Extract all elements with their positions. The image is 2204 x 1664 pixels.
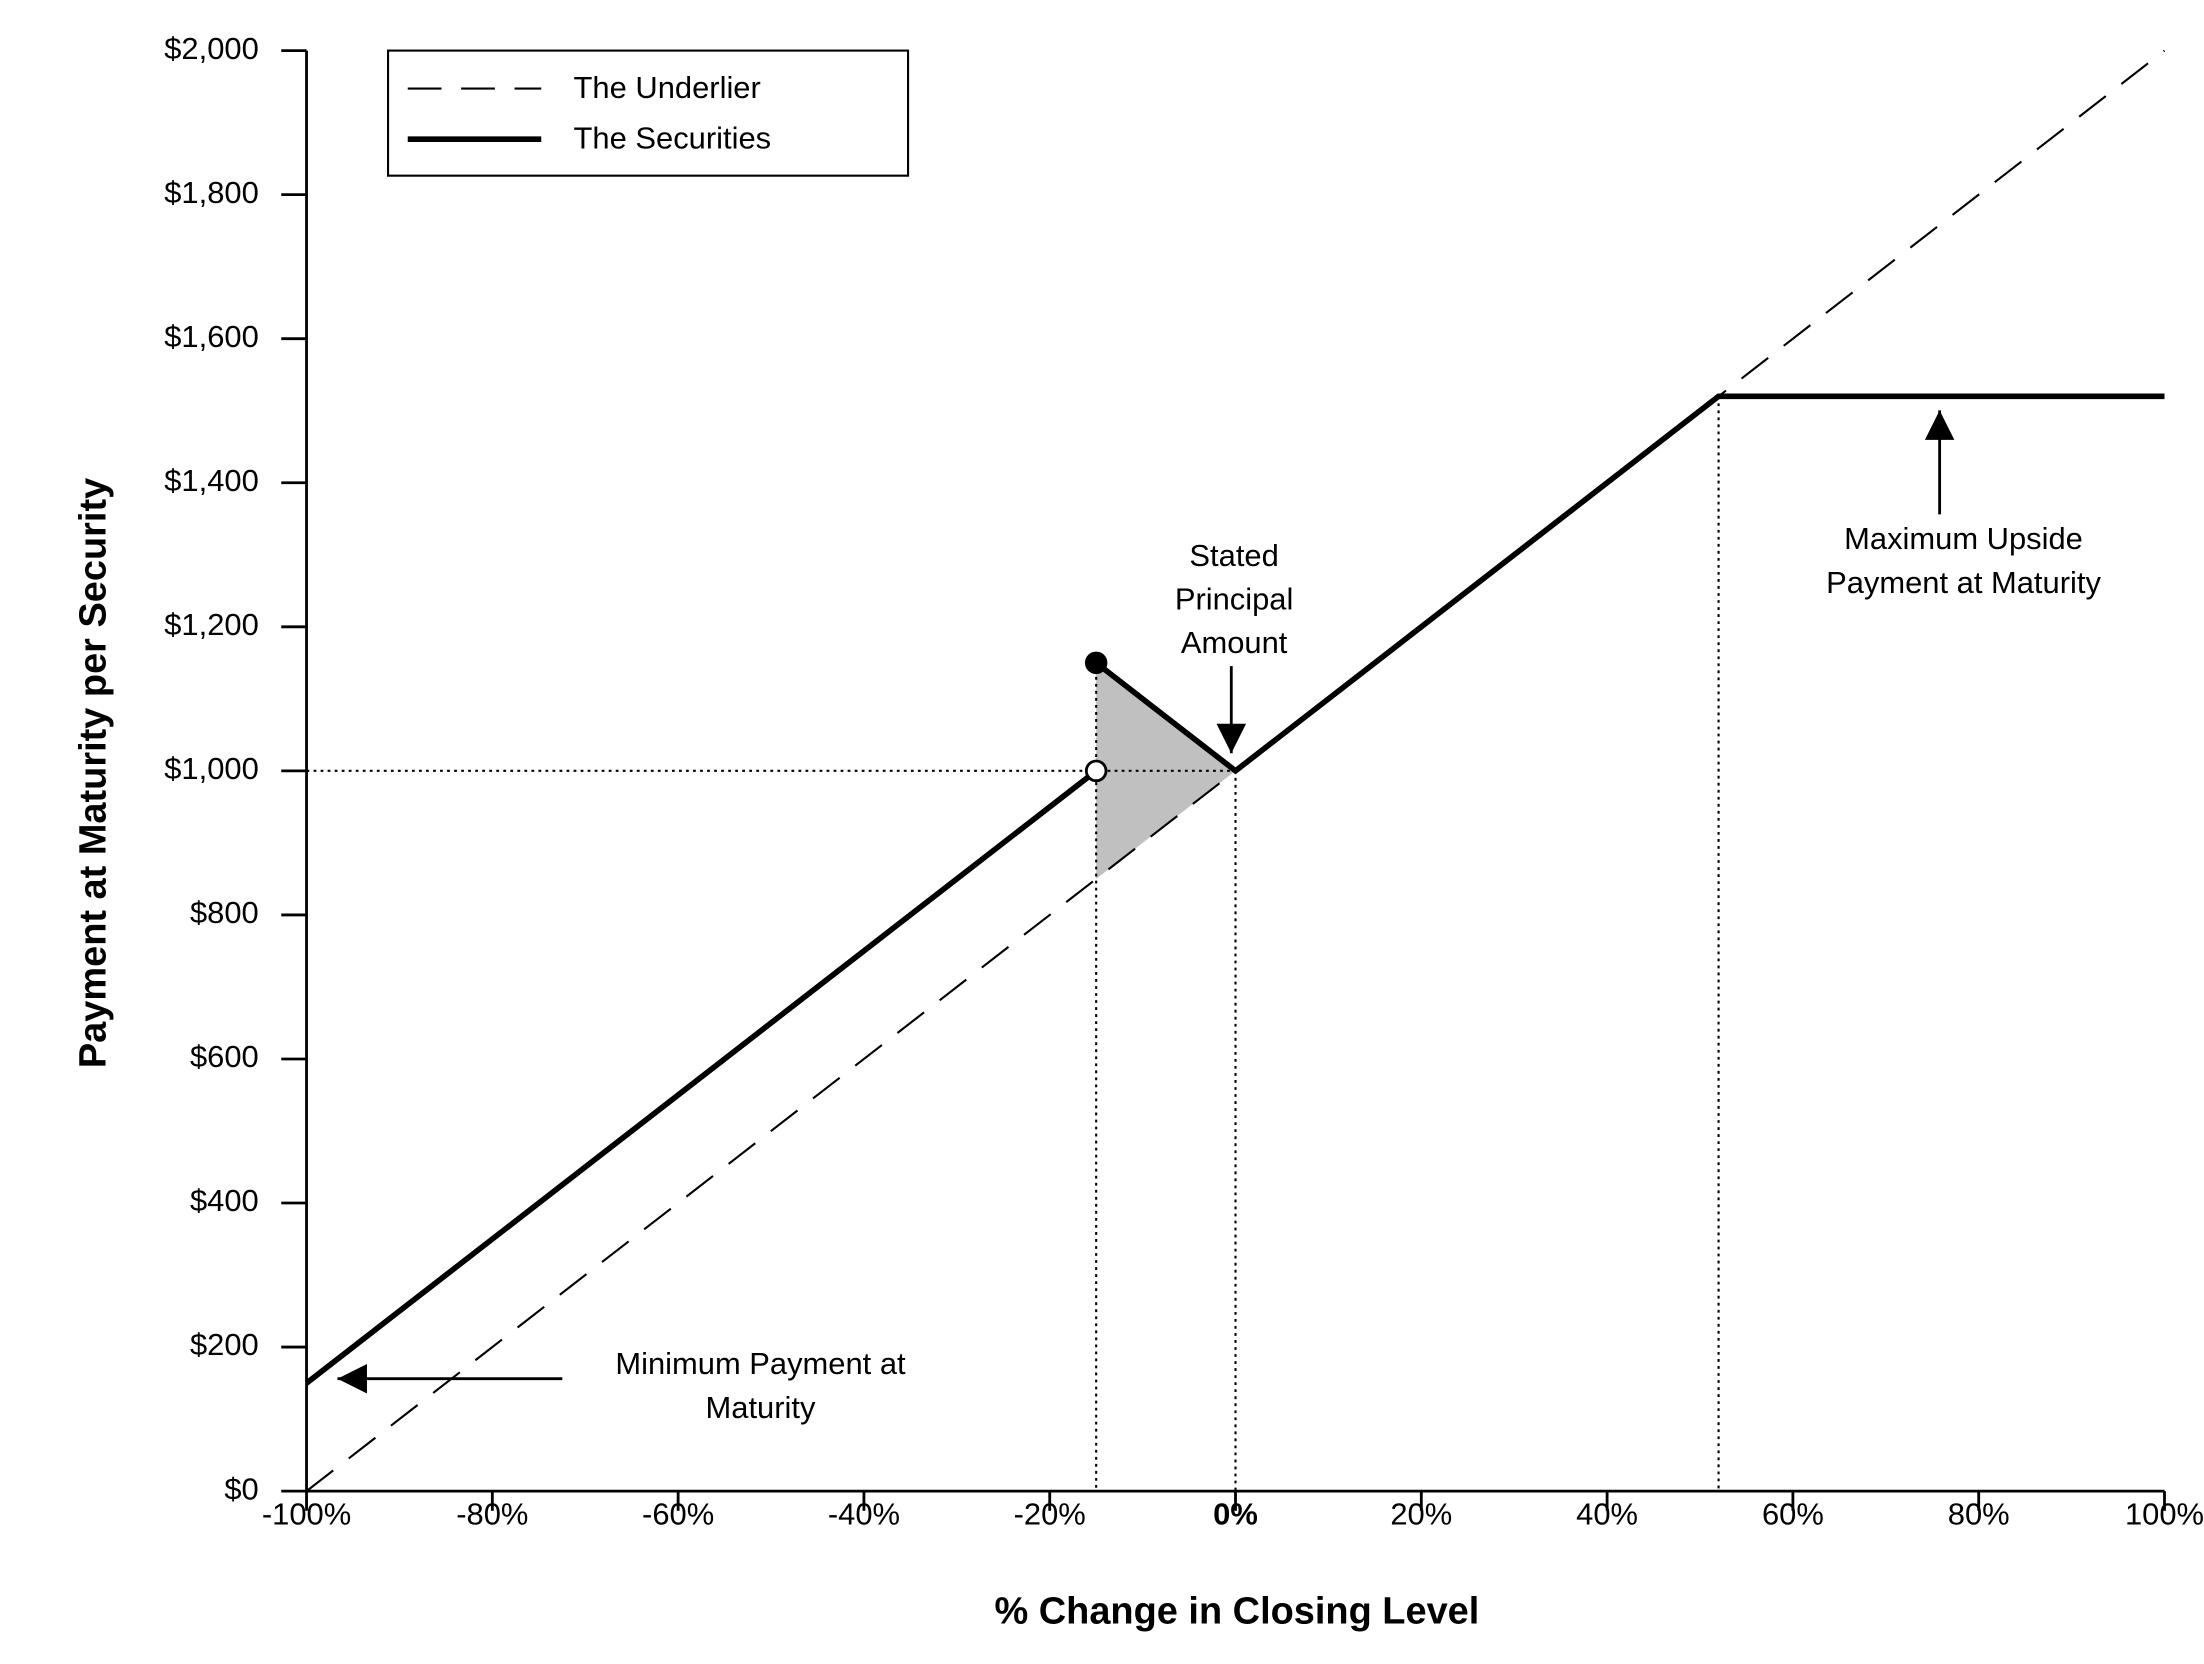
x-tick-label: -40% (828, 1497, 900, 1532)
y-tick-label: $0 (224, 1471, 258, 1506)
x-tick-label: -100% (262, 1497, 351, 1532)
y-tick-label: $1,200 (164, 607, 259, 642)
x-tick-label: -60% (642, 1497, 714, 1532)
annotation: Maturity (706, 1390, 816, 1425)
y-tick-label: $200 (190, 1327, 259, 1362)
x-axis-title: % Change in Closing Level (994, 1590, 1479, 1632)
securities-line (304, 393, 2165, 1386)
x-tick-label: 40% (1576, 1497, 1638, 1532)
filled-marker (1084, 651, 1108, 675)
x-tick-label: 60% (1762, 1497, 1824, 1532)
y-tick-label: $1,000 (164, 751, 259, 786)
x-tick-label: 80% (1948, 1497, 2010, 1532)
open-marker (1084, 759, 1108, 783)
y-tick-label: $600 (190, 1039, 259, 1074)
x-tick-label: 0% (1213, 1497, 1258, 1532)
y-tick-label: $1,400 (164, 463, 259, 498)
x-tick-label: -80% (456, 1497, 528, 1532)
annotation: Payment at Maturity (1826, 565, 2101, 600)
annotation: Principal (1175, 582, 1294, 617)
y-tick-label: $2,000 (164, 31, 259, 66)
x-tick-label: -20% (1014, 1497, 1086, 1532)
legend-box (387, 49, 910, 177)
y-tick-label: $800 (190, 895, 259, 930)
y-axis-title: Payment at Maturity per Security (73, 478, 115, 1068)
y-tick-label: $1,600 (164, 319, 259, 354)
legend-label: The Securities (574, 121, 772, 156)
annotation: Stated (1189, 538, 1278, 573)
annotation: Minimum Payment at (615, 1346, 906, 1381)
y-tick-label: $1,800 (164, 175, 259, 210)
y-tick-label: $400 (190, 1183, 259, 1218)
x-tick-label: 100% (2125, 1497, 2204, 1532)
annotation: Amount (1181, 625, 1288, 660)
legend-label: The Underlier (574, 70, 761, 105)
annotation: Maximum Upside (1844, 521, 2083, 556)
x-tick-label: 20% (1390, 1497, 1452, 1532)
